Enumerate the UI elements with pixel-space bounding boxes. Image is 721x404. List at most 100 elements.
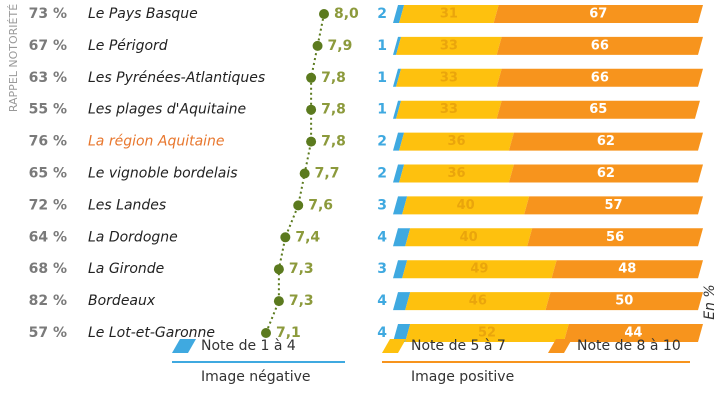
category-label: Le vignoble bordelais: [88, 166, 238, 182]
legend-label: Note de 1 à 4: [201, 338, 296, 354]
bar-segment: [405, 292, 551, 311]
notoriety-label: 57 %: [29, 325, 67, 341]
bar-segment: [393, 164, 405, 183]
category-label: Les Landes: [88, 197, 166, 213]
legend-label: Note de 8 à 10: [577, 338, 681, 354]
score-dot: [306, 104, 317, 115]
segment-label: 3: [377, 261, 387, 277]
segment-label: 49: [470, 262, 488, 277]
side-label: RAPPEL NOTORIÉTÉ: [7, 4, 20, 112]
notoriety-label: 72 %: [29, 197, 67, 213]
segment-label: 66: [591, 70, 609, 85]
segment-label: 33: [440, 70, 458, 85]
bar-segment: [393, 260, 408, 279]
score-label: 7,8: [321, 134, 346, 150]
bar-segment: [396, 100, 502, 119]
notoriety-label: 63 %: [29, 70, 67, 86]
score-dot: [293, 200, 304, 211]
bar-segment: [399, 164, 514, 183]
segment-label: 36: [447, 134, 465, 149]
bar-segment: [393, 68, 402, 87]
notoriety-label: 65 %: [29, 166, 67, 182]
score-label: 7,9: [328, 38, 353, 54]
score-label: 7,6: [308, 197, 333, 213]
segment-label: 65: [589, 102, 607, 117]
score-dot: [261, 328, 271, 338]
category-label: Bordeaux: [88, 293, 156, 309]
bar-segment: [405, 228, 533, 247]
segment-label: 57: [605, 198, 623, 213]
notoriety-label: 55 %: [29, 102, 67, 118]
bar-segment: [545, 292, 703, 311]
segment-label: 48: [618, 262, 636, 277]
legend-swatch: [172, 339, 196, 353]
segment-label: 67: [589, 7, 607, 22]
segment-label: 2: [377, 134, 387, 150]
segment-label: 2: [377, 166, 387, 182]
segment-label: 52: [478, 326, 496, 341]
score-label: 7,3: [289, 293, 314, 309]
segment-label: 46: [469, 294, 487, 309]
bar-segment: [393, 228, 411, 247]
segment-label: 1: [377, 38, 387, 54]
score-dot: [299, 168, 310, 179]
legend-label: Note de 5 à 7: [411, 338, 506, 354]
notoriety-label: 76 %: [29, 134, 67, 150]
score-label: 7,8: [321, 102, 346, 118]
group-label: Image négative: [201, 369, 311, 385]
segment-label: 66: [591, 38, 609, 53]
bar-segment: [402, 260, 557, 279]
segment-label: 40: [457, 198, 475, 213]
segment-label: 40: [460, 230, 478, 245]
segment-label: 56: [606, 230, 624, 245]
segment-label: 1: [377, 102, 387, 118]
bar-segment: [563, 324, 703, 342]
segment-label: 62: [597, 134, 615, 149]
bar-segment: [551, 260, 703, 279]
category-label: Le Lot-et-Garonne: [88, 325, 215, 341]
notoriety-label: 64 %: [29, 229, 67, 245]
segment-label: 33: [440, 38, 458, 53]
segment-label: 50: [615, 294, 633, 309]
notoriety-label: 68 %: [29, 261, 67, 277]
bar-segment: [508, 164, 703, 183]
bar-segment: [393, 292, 411, 311]
bar-segment: [393, 36, 402, 55]
segment-label: 3: [377, 197, 387, 213]
notoriety-label: 67 %: [29, 38, 67, 54]
bar-segment: [508, 132, 703, 151]
bar-segment: [527, 228, 703, 247]
bar-segment: [405, 324, 569, 342]
segment-label: 33: [440, 102, 458, 117]
segment-label: 2: [377, 6, 387, 22]
bar-segment: [524, 196, 703, 215]
unit-label: En %: [702, 284, 718, 319]
score-dot: [273, 264, 284, 275]
legend-swatch: [382, 339, 406, 353]
segment-label: 4: [377, 229, 387, 245]
bar-segment: [393, 132, 405, 151]
segment-label: 1: [377, 70, 387, 86]
score-label: 7,1: [276, 325, 301, 341]
bar-segment: [493, 5, 703, 23]
bar-segment: [396, 68, 502, 87]
category-label: Les plages d'Aquitaine: [88, 102, 246, 118]
category-label: La Gironde: [88, 261, 164, 277]
segment-label: 4: [377, 325, 387, 341]
category-label: Le Périgord: [88, 38, 168, 54]
score-dot: [306, 72, 317, 83]
score-dot: [312, 40, 323, 51]
bar-segment: [399, 5, 499, 23]
score-label: 7,7: [315, 166, 340, 182]
segment-label: 44: [624, 326, 642, 341]
bar-segment: [496, 36, 703, 55]
bar-segment: [393, 100, 402, 119]
bar-segment: [496, 68, 703, 87]
segment-label: 31: [440, 7, 458, 22]
bar-segment: [399, 132, 514, 151]
score-label: 7,8: [321, 70, 346, 86]
bar-segment: [402, 196, 530, 215]
notoriety-label: 82 %: [29, 293, 67, 309]
bar-segment: [496, 100, 700, 119]
